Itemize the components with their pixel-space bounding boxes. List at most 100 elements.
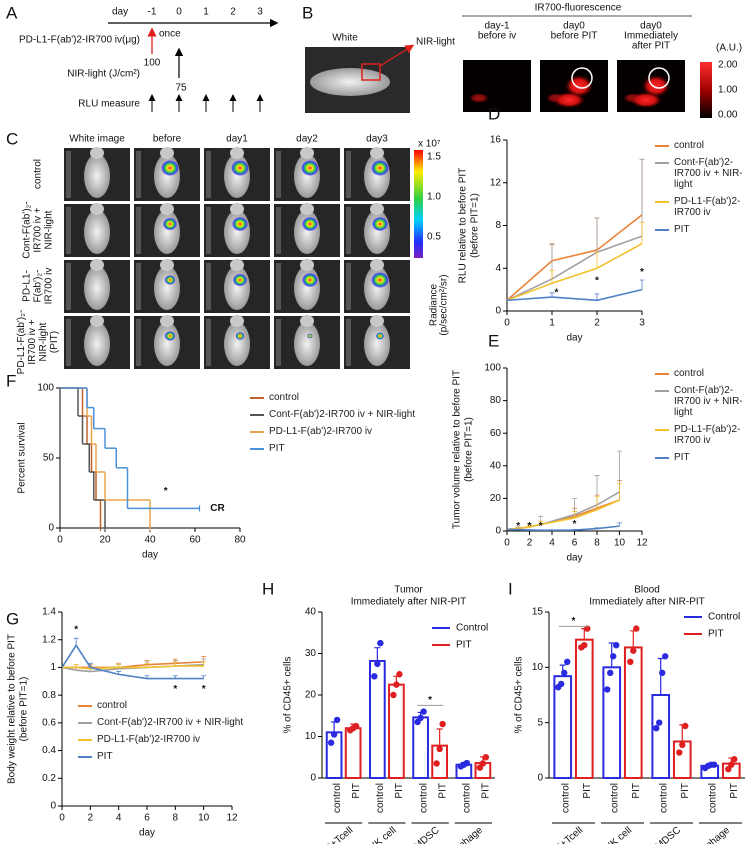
colorbar-label: (p/sec/cm²/sr) [439,274,450,335]
data-point [627,659,633,665]
annotation: * [164,486,168,497]
annotation: * [516,521,520,532]
x-tick-label: 8 [594,538,600,549]
legend-label: PD-L1-F(ab')2-IR700 iv [97,734,200,745]
mouse-head [300,259,314,271]
panel-letter: I [508,579,513,598]
data-point [374,661,380,667]
luminescence [371,272,389,288]
chart-title: Immediately after NIR-PIT [589,597,705,608]
legend-swatch [655,162,669,164]
panel-letter: C [6,129,18,148]
data-point [436,746,442,752]
mouse-body [154,266,180,310]
mouse-head [300,203,314,215]
column-label: before PIT [551,31,598,42]
luminescence [161,160,179,176]
legend-label: control [674,140,704,151]
colorbar [414,150,423,258]
legend-label: PIT [269,443,285,454]
legend-entry: control [655,140,755,151]
data-point [483,754,489,760]
mouse-head [370,147,384,159]
y-tick-label: 1 [50,662,56,673]
panel-letter: D [488,104,500,123]
mouse-head [230,259,244,271]
x-tick-label: 4 [116,813,122,824]
series-line [507,236,642,300]
bar-label: control [332,783,343,813]
x-tick-label: 60 [189,535,201,546]
legend-entry: Cont-F(ab')2-IR700 iv + NIR-light [250,409,430,420]
data-point [731,756,737,762]
y-tick-label: 1.2 [42,634,56,645]
panel-letter: F [6,371,16,390]
y-tick-label: 30 [305,648,317,659]
mouse-head [160,203,174,215]
data-point [558,681,564,687]
mouse-head [160,315,174,327]
y-axis-label: Percent survival [17,422,28,493]
y-tick-label: 12 [490,177,502,188]
x-tick-label: 6 [572,538,578,549]
legend-swatch [250,448,264,450]
annotation: * [595,276,599,287]
day-label: 1 [203,7,209,18]
bar-label: control [462,783,473,813]
legend-box: control Cont-F(ab')2-IR700 iv + NIR-light… [78,700,253,762]
luminescence [165,331,176,341]
y-axis-label: RLU relative to before PIT [458,168,469,284]
data-point [561,670,567,676]
day-label: 2 [230,7,236,18]
legend-swatch [655,457,669,459]
luminescence [372,217,388,231]
panel-letter: A [6,3,18,22]
legend-label: PIT [674,224,690,235]
ruler [276,151,281,198]
ruler [206,263,211,310]
column-label: before iv [478,31,516,42]
legend-swatch [655,429,669,431]
annotation: * [74,625,78,636]
group-label: Macrophage [435,825,485,844]
panel-letter: B [302,3,313,22]
column-label: day3 [366,134,388,145]
ruler [346,151,351,198]
mouse-body [294,322,320,366]
section-header: IR700-fluorescence [535,3,622,14]
data-point [480,760,486,766]
y-tick-label: 0.6 [42,717,56,728]
mouse-body [364,322,390,366]
colorbar [700,62,712,118]
x-tick-label: 2 [527,538,533,549]
bar [554,676,571,778]
error-bar [640,222,645,243]
row-label: PD-L1-F(ab')₂- [16,310,27,375]
data-point [682,723,688,729]
x-tick-label: 10 [198,813,210,824]
legend-label: PIT [456,640,472,651]
error-bar [550,270,555,283]
luminescence [233,274,247,287]
luminescence [236,332,245,340]
bar-label: PIT [437,783,448,799]
group-label: MDSC [653,825,683,844]
x-tick-label: 0 [504,318,510,329]
y-axis-label: (before PIT=1) [19,677,30,742]
annotation: * [539,521,543,532]
column-label: day2 [296,134,318,145]
mouse-head [90,259,104,271]
series-line [507,492,620,529]
data-point [613,642,619,648]
mouse-body [364,210,390,254]
x-tick-label: 12 [226,813,238,824]
bar [346,728,361,778]
y-tick-label: 16 [490,135,502,146]
legend-label: control [97,700,127,711]
colorbar-tick: 0.5 [427,232,441,243]
y-tick-label: 60 [490,428,502,439]
legend-label: Cont-F(ab')2-IR700 iv + NIR-light [97,717,243,728]
legend-entry: Cont-F(ab')2-IR700 iv + NIR-light [655,157,755,190]
legend-label: PD-L1-F(ab')2-IR700 iv [269,426,372,437]
data-point [334,717,340,723]
